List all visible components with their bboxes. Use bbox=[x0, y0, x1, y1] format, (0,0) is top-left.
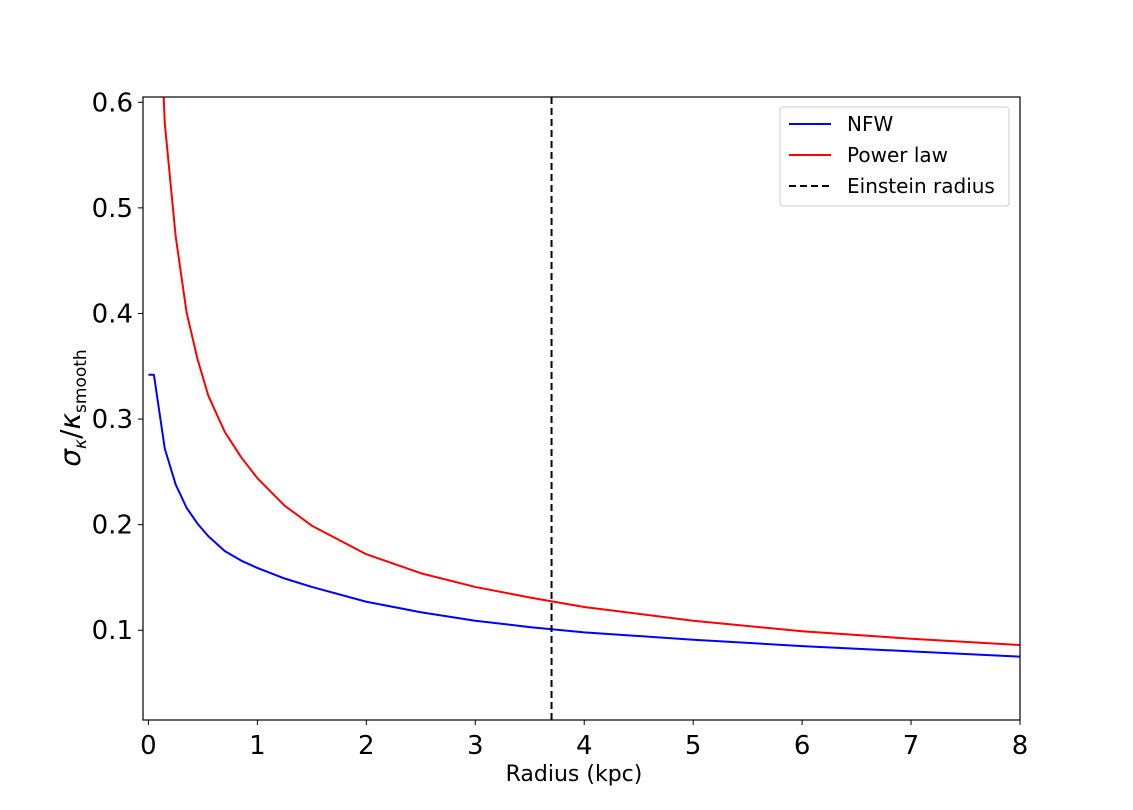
plot-frame bbox=[142, 96, 1021, 721]
series-line-nfw bbox=[148, 373, 1020, 658]
y-tick-label: 0.6 bbox=[92, 88, 133, 118]
x-tick-label: 7 bbox=[903, 731, 920, 761]
legend-label-nfw: NFW bbox=[847, 112, 893, 136]
series-line-power-law bbox=[162, 97, 1020, 647]
x-tick-label: 6 bbox=[794, 731, 811, 761]
series-layer bbox=[148, 97, 1020, 658]
y-axis-label-kappa-subscript: smooth bbox=[71, 349, 91, 413]
y-axis-label: σκ/κsmooth bbox=[54, 349, 91, 466]
x-tick-label: 4 bbox=[576, 731, 593, 761]
x-tick-label: 3 bbox=[467, 731, 484, 761]
y-axis-ticks: 0.1 0.2 0.3 0.4 0.5 0.6 bbox=[92, 88, 143, 646]
y-axis-label-sigma-subscript: κ bbox=[71, 439, 91, 449]
x-tick-label: 8 bbox=[1012, 731, 1029, 761]
y-tick-label: 0.4 bbox=[92, 299, 133, 329]
y-tick-label: 0.2 bbox=[92, 511, 133, 541]
y-tick-label: 0.5 bbox=[92, 194, 133, 224]
legend: NFW Power law Einstein radius bbox=[779, 106, 1010, 207]
legend-label-power-law: Power law bbox=[847, 143, 948, 167]
x-axis-ticks: 0 1 2 3 4 5 6 7 8 bbox=[140, 720, 1028, 761]
legend-label-einstein-radius: Einstein radius bbox=[847, 174, 995, 198]
x-axis-label: Radius (kpc) bbox=[506, 762, 643, 787]
y-axis-label-slash: / bbox=[54, 429, 87, 439]
x-tick-label: 5 bbox=[685, 731, 702, 761]
y-axis-label-sigma: σ bbox=[54, 448, 87, 467]
x-tick-label: 1 bbox=[249, 731, 266, 761]
y-tick-label: 0.1 bbox=[92, 616, 133, 646]
y-axis-label-kappa: κ bbox=[54, 412, 87, 429]
legend-box bbox=[779, 106, 1010, 207]
x-tick-label: 0 bbox=[140, 731, 157, 761]
x-tick-label: 2 bbox=[358, 731, 375, 761]
y-tick-label: 0.3 bbox=[92, 405, 133, 435]
